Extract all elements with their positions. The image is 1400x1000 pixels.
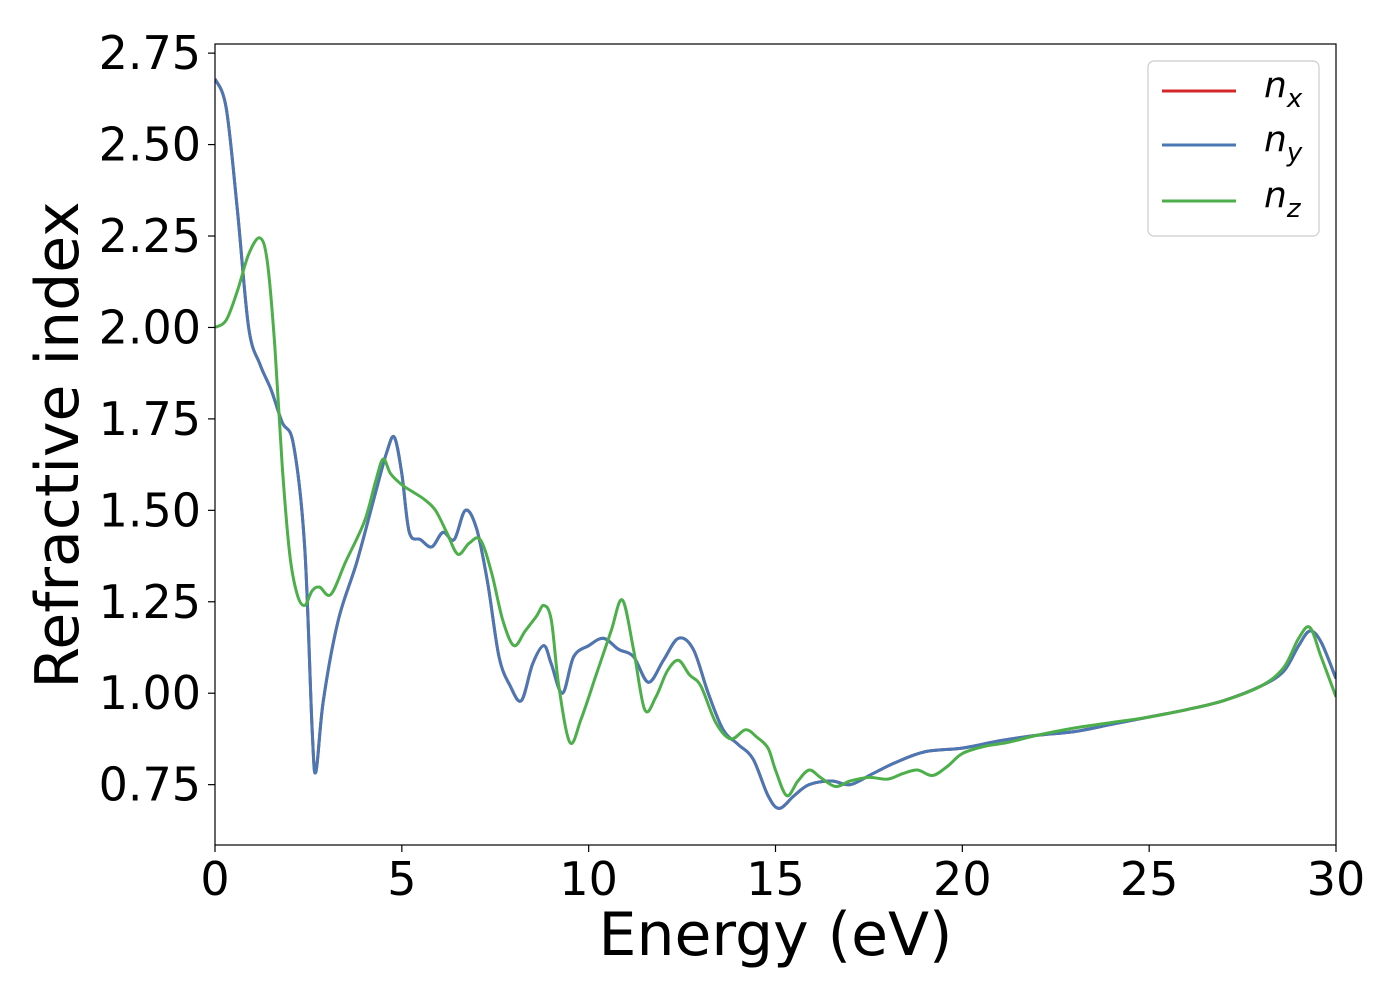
legend-frame bbox=[1147, 60, 1320, 237]
x-tick-label: 25 bbox=[1120, 852, 1179, 906]
y-tick-label: 1.00 bbox=[99, 666, 201, 720]
legend-label-x: nx bbox=[1264, 65, 1303, 114]
legend: nx ny nz bbox=[1147, 60, 1320, 237]
y-tick-label: 1.75 bbox=[99, 392, 201, 446]
x-tick-label: 10 bbox=[559, 852, 618, 906]
y-axis-label: Refractive index bbox=[23, 201, 93, 688]
x-tick-label: 0 bbox=[200, 852, 229, 906]
x-tick-label: 30 bbox=[1307, 852, 1366, 906]
y-tick-label: 1.50 bbox=[99, 483, 201, 537]
y-tick-label: 0.75 bbox=[99, 758, 201, 812]
y-tick-label: 2.25 bbox=[99, 209, 201, 263]
y-tick-label: 2.50 bbox=[99, 118, 201, 172]
plot-frame bbox=[214, 43, 1337, 846]
series-line-z bbox=[215, 236, 1336, 798]
y-tick-label: 2.00 bbox=[99, 300, 201, 354]
y-tick-label: 1.25 bbox=[99, 575, 201, 629]
x-tick-label: 5 bbox=[387, 852, 416, 906]
legend-label-z: nz bbox=[1264, 175, 1302, 224]
series-line-y bbox=[215, 78, 1336, 810]
x-tick-label: 15 bbox=[746, 852, 805, 906]
series-layer bbox=[215, 78, 1336, 810]
axis-layer: 0 5 10 15 20 25 30 0.75 1.00 1.25 1.50 1.75 2.00 2.25… bbox=[99, 26, 1366, 906]
legend-label-y: ny bbox=[1264, 119, 1303, 168]
x-axis-label: Energy (eV) bbox=[599, 900, 953, 970]
x-tick-label: 20 bbox=[933, 852, 992, 906]
y-tick-label: 2.75 bbox=[99, 26, 201, 80]
